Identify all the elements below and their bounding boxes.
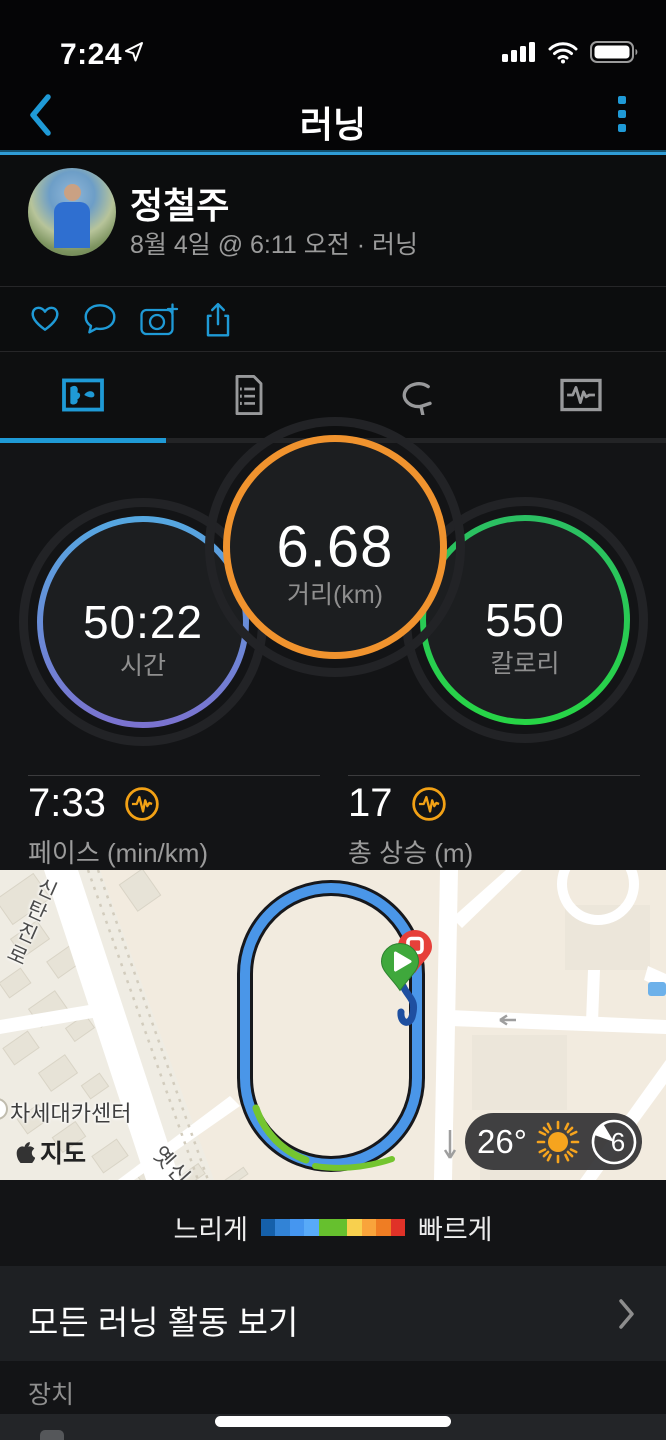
like-button[interactable]: [28, 301, 62, 335]
notes-icon: [235, 374, 263, 416]
pace-stat: 7:33 페이스 (min/km): [28, 781, 208, 870]
ascent-label: 총 상승 (m): [348, 838, 474, 868]
ascent-value: 17: [348, 781, 393, 825]
add-photo-button[interactable]: [138, 301, 180, 337]
time-label: 시간: [119, 652, 166, 680]
divider: [0, 286, 666, 287]
metrics-panel: 50:22 시간 550 칼로리 6.68 거리(km) 7:33: [0, 435, 666, 870]
tab-details[interactable]: [166, 352, 332, 438]
map-canvas: [0, 870, 666, 1180]
pace-label: 페이스 (min/km): [28, 838, 209, 868]
route-path: [240, 883, 422, 1169]
user-name: 정철주: [130, 185, 230, 226]
chevron-right-icon: [618, 1298, 636, 1330]
route-tail: [397, 982, 418, 1026]
social-actions-row: [0, 287, 666, 351]
battery-icon: [590, 40, 640, 64]
calories-circle: 550 칼로리: [420, 515, 630, 725]
back-button[interactable]: [26, 92, 56, 138]
distance-value: 6.68: [276, 514, 394, 580]
view-all-activities-row[interactable]: 모든 러닝 활동 보기: [0, 1266, 666, 1361]
map-attribution: 지도: [16, 1134, 86, 1170]
tab-snapshot[interactable]: [0, 352, 166, 438]
apple-logo-icon: [16, 1142, 35, 1163]
air-quality-value: 6: [611, 1127, 625, 1157]
avatar[interactable]: [28, 168, 116, 256]
calories-value: 550: [485, 594, 565, 646]
divider: [0, 351, 666, 352]
pace-legend: 느리게 빠르게: [0, 1180, 666, 1266]
ascent-stat: 17 총 상승 (m): [348, 781, 473, 870]
pace-pulse-icon: [124, 786, 160, 822]
route-fast-segment: [312, 1156, 395, 1171]
route-map[interactable]: 신탄진로 옛신 차세대카센터 지도 26°: [0, 870, 666, 1180]
route-fast-segment: [252, 1104, 310, 1164]
sun-icon: [535, 1119, 581, 1165]
status-bar: 7:24: [0, 0, 666, 88]
view-all-label: 모든 러닝 활동 보기: [28, 1304, 299, 1341]
comment-button[interactable]: [82, 301, 118, 335]
pace-legend-bar: [261, 1219, 405, 1236]
home-indicator[interactable]: [215, 1416, 451, 1427]
watch-icon: [40, 1430, 64, 1440]
nav-bar: 러닝: [0, 88, 666, 150]
oneway-arrow-left: [499, 1014, 516, 1026]
air-quality-gauge: 6: [589, 1117, 639, 1167]
chart-icon: [560, 378, 602, 412]
activity-meta: 8월 4일 @ 6:11 오전 · 러닝: [130, 231, 418, 259]
share-button[interactable]: [202, 301, 234, 339]
map-attribution-label: 지도: [40, 1140, 87, 1168]
start-marker[interactable]: [380, 942, 420, 992]
nav-accent-divider: [0, 150, 666, 155]
snapshot-icon: [62, 378, 104, 412]
oneway-arrow-down: [443, 1130, 457, 1159]
distance-circle: 6.68 거리(km): [223, 435, 447, 659]
laps-icon: [402, 382, 432, 415]
weather-widget[interactable]: 26°: [465, 1113, 642, 1170]
more-menu-button[interactable]: [618, 96, 626, 132]
tab-laps[interactable]: [332, 352, 498, 438]
device-section-header: 장치: [0, 1361, 666, 1414]
time-circle: 50:22 시간: [37, 516, 249, 728]
distance-label: 거리(km): [287, 581, 383, 609]
ascent-pulse-icon: [411, 786, 447, 822]
cellular-signal-icon: [502, 40, 536, 64]
wifi-icon: [548, 40, 578, 64]
page-title: 러닝: [299, 104, 367, 145]
active-tab-indicator: [0, 438, 166, 443]
divider: [348, 775, 640, 776]
legend-slow-label: 느리게: [173, 1215, 248, 1245]
legend-fast-label: 빠르게: [418, 1215, 493, 1245]
pace-value: 7:33: [28, 781, 106, 825]
activity-header: 정철주 8월 4일 @ 6:11 오전 · 러닝: [0, 155, 666, 286]
calories-label: 칼로리: [490, 650, 560, 678]
location-arrow-icon: [122, 40, 146, 64]
map-poi-label: 차세대카센터: [10, 1101, 132, 1126]
device-section-label: 장치: [28, 1381, 75, 1409]
status-time: 7:24: [60, 38, 123, 71]
time-value: 50:22: [82, 596, 204, 648]
divider: [28, 775, 320, 776]
tab-charts[interactable]: [498, 352, 664, 438]
temperature-value: 26°: [477, 1122, 527, 1160]
